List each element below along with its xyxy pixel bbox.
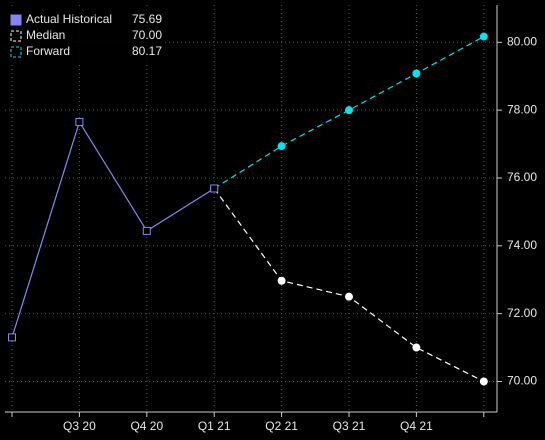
marker [277, 276, 286, 285]
x-tick-label: Q4 21 [400, 419, 433, 433]
legend-value: 75.69 [132, 12, 162, 26]
marker [412, 343, 421, 352]
legend-value: 70.00 [132, 28, 162, 42]
marker [210, 184, 219, 193]
y-tick-label: 74.00 [507, 238, 537, 252]
legend-label: Actual Historical [26, 12, 112, 26]
x-tick-label: Q2 21 [265, 419, 298, 433]
legend-box [5, 8, 165, 62]
marker [479, 377, 488, 386]
y-tick-label: 72.00 [507, 306, 537, 320]
marker [479, 32, 488, 41]
legend-value: 80.17 [132, 44, 162, 58]
series-line [11, 120, 215, 338]
marker [345, 292, 353, 301]
y-tick-label: 80.00 [507, 34, 537, 48]
marker [75, 118, 84, 127]
x-tick-label: Q3 20 [63, 419, 96, 433]
legend-swatch [10, 14, 22, 26]
x-tick-label: Q1 21 [198, 419, 231, 433]
marker [345, 106, 353, 115]
y-tick-label: 70.00 [507, 374, 537, 388]
y-tick-label: 76.00 [507, 170, 537, 184]
marker [8, 333, 16, 342]
legend-label: Median [26, 28, 65, 42]
legend: Actual Historical 75.69 Median 70.00 Forward… [5, 8, 165, 62]
x-tick-label: Q3 21 [333, 419, 366, 433]
x-tick-label: Q4 20 [130, 419, 163, 433]
marker [277, 142, 286, 151]
marker [412, 69, 421, 78]
marker [142, 226, 151, 235]
legend-swatch [10, 30, 22, 42]
legend-swatch [10, 46, 22, 58]
y-tick-label: 78.00 [507, 102, 537, 116]
series-line [213, 36, 485, 189]
legend-label: Forward [26, 44, 70, 58]
